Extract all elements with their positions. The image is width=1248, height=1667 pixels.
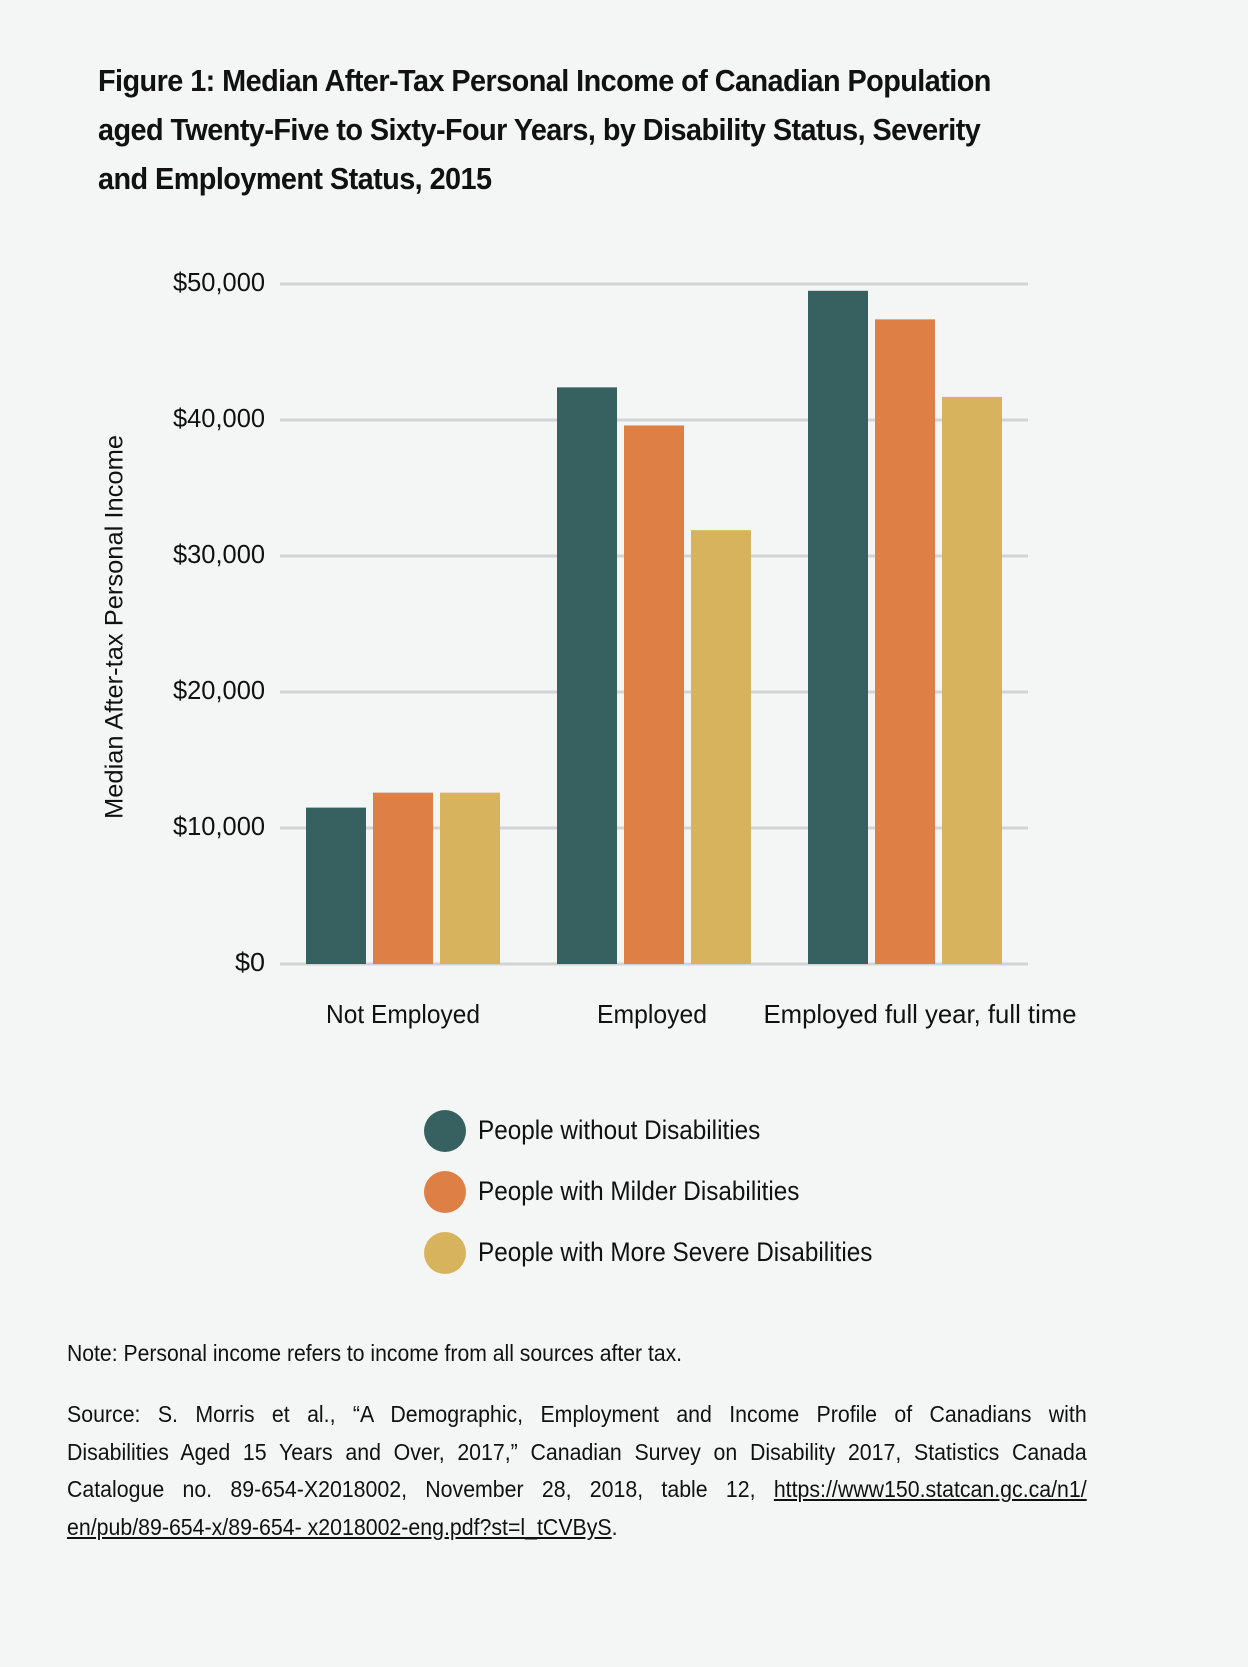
bar-0-0: [306, 807, 366, 964]
x-category-label: Employed: [597, 999, 707, 1029]
bar-2-0: [808, 290, 868, 964]
bar-1-2: [691, 530, 751, 964]
legend-item-without-disabilities: People without Disabilities: [424, 1100, 916, 1161]
source-citation: Source: S. Morris et al., “A Demographic…: [67, 1396, 1087, 1546]
source-line-3: Catalogue no. 89-654-X2018002, November …: [67, 1471, 1087, 1509]
bar-chart: $0 $10,000 $20,000 $30,000 $40,000 $50,000 No…: [101, 267, 1077, 1029]
y-tick-label: $30,000: [173, 539, 265, 569]
bar-2-1: [875, 319, 935, 964]
chart-title-line-3: and Employment Status, 2015: [98, 161, 492, 196]
x-category-label: Employed full year, full time: [764, 999, 1077, 1029]
bar-0-1: [373, 792, 433, 964]
y-tick-label: $50,000: [173, 267, 265, 297]
chart-title-line-1: Figure 1: Median After-Tax Personal Inco…: [98, 63, 991, 98]
bar-2-2: [942, 396, 1002, 964]
chart-title-line-2: aged Twenty-Five to Sixty-Four Years, by…: [98, 112, 981, 147]
y-tick-label: $10,000: [173, 811, 265, 841]
x-axis-categories: Not Employed Employed Employed full year, …: [326, 999, 1077, 1029]
bar-1-1: [624, 425, 684, 964]
source-line-1: Source: S. Morris et al., “A Demographic…: [67, 1401, 1087, 1427]
y-axis-label: Median After-tax Personal Income: [101, 435, 129, 819]
source-line-4: en/pub/89-654-x/89-654- x2018002-eng.pdf…: [67, 1509, 1087, 1547]
bar-1-0: [557, 387, 617, 964]
source-line-2: Disabilities Aged 15 Years and Over, 201…: [67, 1438, 1087, 1465]
bar-0-2: [440, 792, 500, 964]
legend-item-milder-disabilities: People with Milder Disabilities: [424, 1161, 916, 1222]
source-line-3-text: Catalogue no. 89-654-X2018002, November …: [67, 1476, 774, 1502]
bars: [306, 290, 1002, 964]
x-category-label: Not Employed: [326, 999, 480, 1029]
legend: People without Disabilities People with …: [424, 1100, 916, 1283]
chart-title: Figure 1: Median After-Tax Personal Inco…: [98, 56, 1028, 203]
y-tick-label: $20,000: [173, 675, 265, 705]
y-axis-ticks: $0 $10,000 $20,000 $30,000 $40,000 $50,000: [173, 267, 265, 977]
legend-swatch-icon: [424, 1231, 466, 1274]
legend-item-more-severe-disabilities: People with More Severe Disabilities: [424, 1222, 916, 1283]
source-link-part-1[interactable]: https://www150.statcan.gc.ca/n1/: [773, 1476, 1087, 1502]
legend-label: People with Milder Disabilities: [478, 1176, 800, 1206]
legend-label: People with More Severe Disabilities: [478, 1237, 873, 1267]
source-link-part-2[interactable]: en/pub/89-654-x/89-654- x2018002-eng.pdf…: [67, 1513, 612, 1540]
source-line-4-suffix: .: [611, 1513, 618, 1540]
note: Note: Personal income refers to income f…: [67, 1340, 683, 1366]
legend-label: People without Disabilities: [478, 1115, 761, 1145]
y-tick-label: $40,000: [173, 403, 265, 433]
legend-swatch-icon: [424, 1170, 466, 1213]
y-tick-label: $0: [235, 947, 265, 977]
legend-swatch-icon: [424, 1109, 466, 1152]
